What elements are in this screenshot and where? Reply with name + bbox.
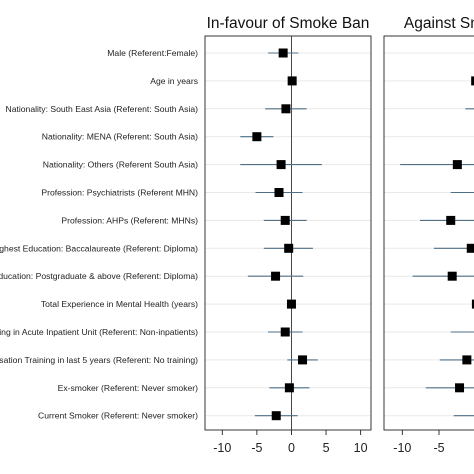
row-label: Working in Acute Inpatient Unit (Referen… <box>0 327 198 337</box>
estimate-point <box>271 271 281 281</box>
estimate-point <box>286 299 296 309</box>
row-labels: Male (Referent:Female) Age in years Nation… <box>0 48 198 421</box>
estimate-point <box>280 215 290 225</box>
estimate-point <box>298 355 308 365</box>
estimate-point <box>281 104 291 114</box>
estimate-point <box>280 327 290 337</box>
estimate-point <box>452 160 462 170</box>
x-tick-label: 5 <box>323 441 330 455</box>
estimate-point <box>462 355 472 365</box>
row-label: Age in years <box>150 76 198 86</box>
estimate-point <box>466 243 474 253</box>
row-label: Profession: AHPs (Referent: MHNs) <box>61 215 198 225</box>
row-label: Nationality: Others (Referent South Asia… <box>43 160 198 170</box>
estimate-point <box>455 383 465 393</box>
plot-frame <box>383 35 474 431</box>
row-label: Highest Education: Postgraduate & above … <box>0 271 198 281</box>
estimate-point <box>284 243 294 253</box>
row-label: Nationality: MENA (Referent: South Asia) <box>42 132 198 142</box>
panel-title: Against Smoke Ban <box>404 15 474 32</box>
x-tick-label: -5 <box>433 441 444 455</box>
panel-in-favour: In-favour of Smoke Ban -10 -5 0 5 10 <box>204 15 372 455</box>
x-tick-label: 0 <box>288 441 295 455</box>
estimate-point <box>447 271 457 281</box>
estimate-point <box>287 76 297 86</box>
estimate-point <box>471 299 474 309</box>
row-label: Male (Referent:Female) <box>107 48 198 58</box>
row-label: Ex-smoker (Referent: Never smoker) <box>58 383 199 393</box>
estimate-point <box>446 215 456 225</box>
x-tick-label: -5 <box>251 441 262 455</box>
x-tick-label: -10 <box>393 441 411 455</box>
panel-against: Against Smoke Ban -10 -5 <box>383 15 474 455</box>
estimate-point <box>271 411 281 421</box>
estimate-point <box>252 132 262 142</box>
estimate-point <box>471 76 474 86</box>
row-label: Profession: Psychiatrists (Referent MHN) <box>41 188 198 198</box>
row-label: Nationality: South East Asia (Referent: … <box>5 104 198 114</box>
estimate-point <box>278 48 288 58</box>
row-label: Highest Education: Baccalaureate (Refere… <box>0 243 198 253</box>
x-tick-label: -10 <box>213 441 231 455</box>
row-label: Total Experience in Mental Health (years… <box>41 299 198 309</box>
x-tick-label: 10 <box>354 441 368 455</box>
row-label: Smoking Cessation Training in last 5 yea… <box>0 355 198 365</box>
plot-frame <box>204 35 372 431</box>
estimate-point <box>274 188 284 197</box>
panel-title: In-favour of Smoke Ban <box>207 15 370 32</box>
estimate-point <box>276 160 286 170</box>
estimate-point <box>284 383 294 393</box>
row-label: Current Smoker (Referent: Never smoker) <box>38 411 198 421</box>
